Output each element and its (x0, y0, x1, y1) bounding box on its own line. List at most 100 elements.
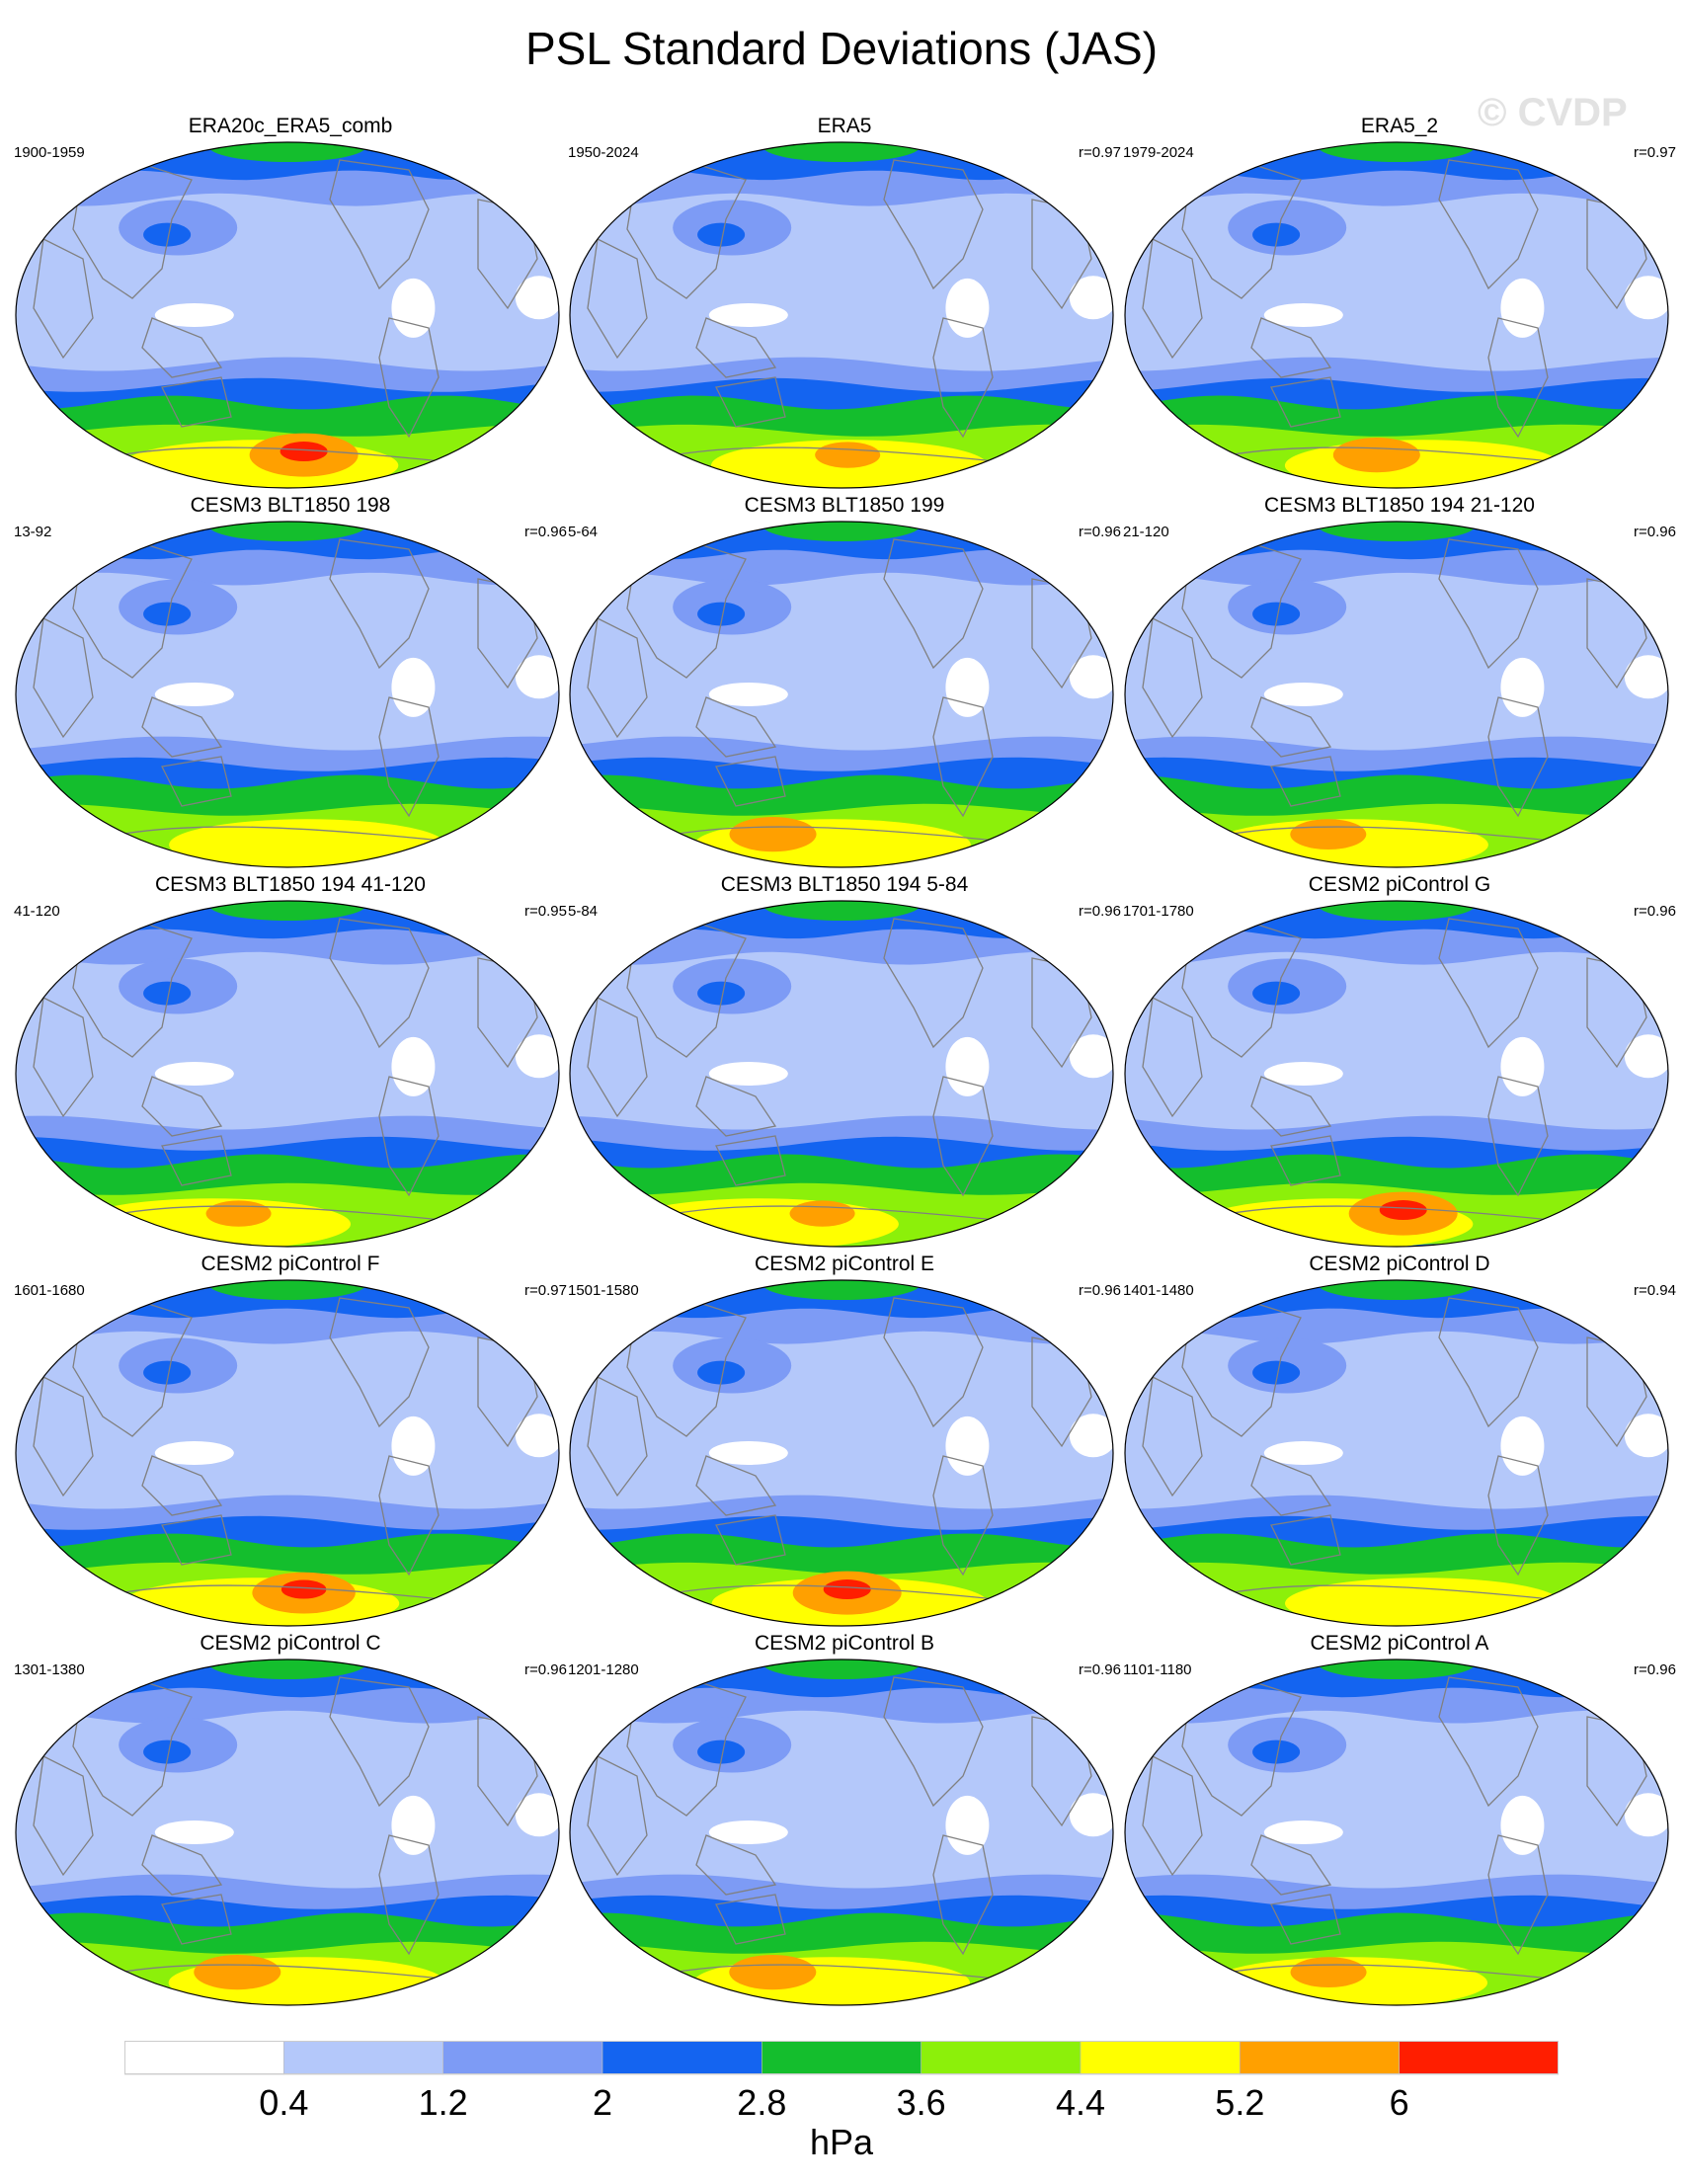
coastline (329, 918, 430, 1049)
field-tropics-e (945, 1416, 990, 1476)
field-tropics-e (1500, 1416, 1545, 1476)
panel-title: CESM2 piControl F (200, 1253, 380, 1275)
map-panel: CESM2 piControl C 1301-1380 r=0.96 (14, 1632, 567, 2007)
coastline (33, 1755, 94, 1877)
panel-correlation: r=0.96 (1634, 1661, 1676, 1678)
map-svg (1124, 900, 1669, 1248)
map-border (15, 1658, 560, 2006)
colorbar-tick-label: 6 (1389, 2082, 1409, 2123)
panel-years: 41-120 (14, 903, 60, 920)
map-panel: CESM2 piControl G 1701-1780 r=0.96 (1123, 873, 1676, 1249)
coastline (1487, 1455, 1549, 1577)
panel-correlation: r=0.96 (524, 524, 567, 540)
coastline (1487, 317, 1549, 439)
field-tropics-atl (1624, 655, 1668, 699)
panel-years: 1601-1680 (14, 1282, 85, 1299)
field-tropics-e (1500, 1795, 1545, 1855)
panel-title: CESM3 BLT1850 199 (744, 494, 945, 517)
coastline (626, 163, 747, 299)
panel-title: CESM2 piControl C (200, 1632, 381, 1655)
coastline (141, 1455, 223, 1516)
field-arctic (208, 142, 366, 162)
coastline (626, 922, 747, 1058)
field-tropics-e (391, 1795, 436, 1855)
colorbar-swatch (1399, 2041, 1559, 2075)
panel-title: ERA20c_ERA5_comb (188, 115, 393, 137)
field-tropics-e (391, 1416, 436, 1476)
field-hotspot (729, 1955, 817, 1990)
panel-title: ERA5_2 (1360, 115, 1439, 137)
field-antarctic-w (1192, 1599, 1272, 1626)
coastline (587, 238, 648, 360)
coastline (1270, 756, 1341, 807)
colorbar-swatch (442, 2041, 603, 2075)
field-tropics-w (1263, 1820, 1343, 1844)
panel-correlation: r=0.95 (524, 903, 567, 920)
map-panel: ERA5 1950-2024 r=0.97 (568, 115, 1121, 490)
map-svg (1124, 521, 1669, 868)
field-antarctic-w (637, 1979, 717, 2005)
panel-years: 5-64 (568, 524, 599, 540)
colorbar-border (124, 2041, 1559, 2074)
map-panel: ERA5_2 1979-2024 r=0.97 (1123, 115, 1676, 490)
coastline (715, 756, 786, 807)
field-tropics-atl (515, 1793, 559, 1837)
coastline (932, 696, 994, 818)
field-tropics-w (1263, 683, 1343, 706)
panel-title: CESM2 piControl A (1310, 1632, 1489, 1655)
field-tropics-atl (515, 655, 559, 699)
field-npac-core (143, 981, 192, 1006)
colorbar-swatch (601, 2041, 762, 2075)
field-npac-core (697, 1739, 746, 1764)
field-antarctic-w (83, 1220, 163, 1247)
coastline (161, 1894, 232, 1945)
coastline (378, 1455, 440, 1577)
coastline (715, 1894, 786, 1945)
field-npac-core (1252, 981, 1301, 1006)
coastline (1438, 159, 1539, 290)
coastline (72, 922, 193, 1058)
coastline (883, 918, 984, 1049)
map-panel: CESM2 piControl F 1601-1680 r=0.97 (14, 1253, 567, 1628)
field-antarctic-w (637, 461, 717, 488)
field-hotspot (729, 817, 817, 852)
field-tropics-e (391, 1036, 436, 1096)
panel-title: CESM3 BLT1850 194 21-120 (1264, 494, 1535, 517)
coastline (1142, 1755, 1203, 1877)
panel-title: CESM3 BLT1850 198 (190, 494, 391, 517)
panel-title: ERA5 (817, 115, 872, 137)
panel-title: CESM2 piControl B (754, 1632, 935, 1655)
coastline (883, 538, 984, 670)
colorbar-swatch (283, 2041, 443, 2075)
field-tropics-atl (1624, 1793, 1668, 1837)
colorbar-tick-label: 3.6 (896, 2082, 946, 2123)
field-tropics-w (708, 683, 788, 706)
field-npac-core (697, 602, 746, 626)
colorbar-swatch (1080, 2041, 1241, 2075)
field-arctic (762, 522, 921, 541)
field-tropics-e (1500, 1036, 1545, 1096)
map-panel: CESM3 BLT1850 194 5-84 5-84 r=0.96 (568, 873, 1121, 1249)
panel-correlation: r=0.96 (524, 1661, 567, 1678)
field-antarctic-w (637, 1220, 717, 1247)
map-border (569, 1279, 1114, 1627)
coastline (141, 696, 223, 758)
panel-correlation: r=0.96 (1079, 903, 1121, 920)
panel-years: 5-84 (568, 903, 599, 920)
coastline (883, 1676, 984, 1808)
coastline (1142, 238, 1203, 360)
map-panel: CESM3 BLT1850 194 41-120 41-120 r=0.95 (14, 873, 567, 1249)
map-panel: CESM3 BLT1850 199 5-64 r=0.96 (568, 494, 1121, 869)
field-arctic (208, 522, 366, 541)
coastline (587, 617, 648, 739)
field-tropics-atl (1069, 1034, 1113, 1079)
field-hotspot (789, 1200, 855, 1227)
field-arctic (208, 1659, 366, 1679)
field-tropics-w (708, 303, 788, 327)
field-arctic (208, 1280, 366, 1300)
coastline (932, 1076, 994, 1197)
coastline (587, 997, 648, 1118)
field-antarctic-w (1192, 461, 1272, 488)
coastline (695, 696, 777, 758)
map-border (569, 1658, 1114, 2006)
